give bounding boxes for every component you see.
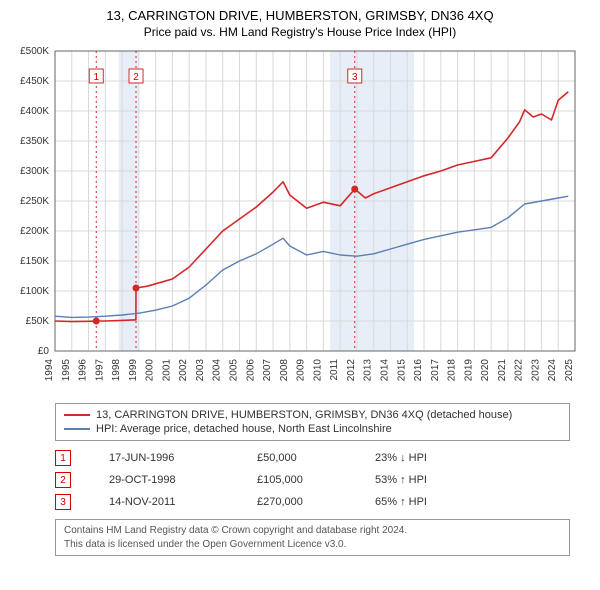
svg-text:2006: 2006 (245, 359, 256, 382)
svg-text:1997: 1997 (94, 359, 105, 382)
sales-table: 1 17-JUN-1996 £50,000 23% ↓ HPI 2 29-OCT… (55, 447, 570, 513)
svg-text:2002: 2002 (178, 359, 189, 382)
svg-text:£150K: £150K (20, 256, 49, 267)
svg-text:1998: 1998 (111, 359, 122, 382)
svg-text:£300K: £300K (20, 166, 49, 177)
svg-text:£350K: £350K (20, 136, 49, 147)
sale-price: £105,000 (257, 474, 337, 486)
chart-container: 13, CARRINGTON DRIVE, HUMBERSTON, GRIMSB… (0, 0, 600, 562)
svg-text:2005: 2005 (229, 359, 240, 382)
sale-price: £270,000 (257, 496, 337, 508)
title-address: 13, CARRINGTON DRIVE, HUMBERSTON, GRIMSB… (10, 8, 590, 23)
svg-text:2024: 2024 (547, 359, 558, 382)
svg-text:2008: 2008 (279, 359, 290, 382)
svg-text:2: 2 (133, 72, 139, 83)
svg-text:2000: 2000 (145, 359, 156, 382)
svg-text:2004: 2004 (212, 359, 223, 382)
svg-text:2009: 2009 (296, 359, 307, 382)
sale-diff: 23% ↓ HPI (375, 452, 485, 464)
license-line: This data is licensed under the Open Gov… (64, 538, 561, 552)
svg-text:2013: 2013 (363, 359, 374, 382)
svg-text:2003: 2003 (195, 359, 206, 382)
legend-swatch-hpi (64, 428, 90, 430)
legend-row: 13, CARRINGTON DRIVE, HUMBERSTON, GRIMSB… (64, 408, 561, 422)
svg-text:1999: 1999 (128, 359, 139, 382)
svg-text:2012: 2012 (346, 359, 357, 382)
svg-text:£250K: £250K (20, 196, 49, 207)
legend-swatch-property (64, 414, 90, 416)
sale-marker-icon: 1 (55, 450, 71, 466)
svg-text:2007: 2007 (262, 359, 273, 382)
svg-text:2001: 2001 (161, 359, 172, 382)
sale-price: £50,000 (257, 452, 337, 464)
svg-text:£400K: £400K (20, 106, 49, 117)
svg-text:2020: 2020 (480, 359, 491, 382)
svg-text:2019: 2019 (463, 359, 474, 382)
sale-marker-icon: 2 (55, 472, 71, 488)
svg-text:2010: 2010 (312, 359, 323, 382)
license-line: Contains HM Land Registry data © Crown c… (64, 524, 561, 538)
svg-text:£0: £0 (38, 346, 50, 357)
svg-text:1: 1 (93, 72, 99, 83)
svg-text:3: 3 (352, 72, 358, 83)
legend: 13, CARRINGTON DRIVE, HUMBERSTON, GRIMSB… (55, 403, 570, 441)
svg-text:2021: 2021 (497, 359, 508, 382)
svg-text:1994: 1994 (44, 359, 55, 382)
svg-text:£50K: £50K (26, 316, 50, 327)
svg-text:£450K: £450K (20, 76, 49, 87)
svg-text:2022: 2022 (514, 359, 525, 382)
svg-text:£500K: £500K (20, 46, 49, 57)
svg-text:2015: 2015 (396, 359, 407, 382)
legend-label: HPI: Average price, detached house, Nort… (96, 423, 392, 435)
title-subtitle: Price paid vs. HM Land Registry's House … (10, 25, 590, 39)
svg-text:£200K: £200K (20, 226, 49, 237)
svg-text:2018: 2018 (447, 359, 458, 382)
chart-svg: £0 £50K £100K £150K £200K £250K £300K £350K £400… (10, 45, 590, 395)
legend-label: 13, CARRINGTON DRIVE, HUMBERSTON, GRIMSB… (96, 409, 512, 421)
chart-area: £0 £50K £100K £150K £200K £250K £300K £350K £400… (10, 45, 590, 395)
sale-row: 2 29-OCT-1998 £105,000 53% ↑ HPI (55, 469, 570, 491)
svg-text:2025: 2025 (564, 359, 575, 382)
sale-date: 29-OCT-1998 (109, 474, 219, 486)
svg-text:2023: 2023 (530, 359, 541, 382)
sale-diff: 53% ↑ HPI (375, 474, 485, 486)
sale-diff: 65% ↑ HPI (375, 496, 485, 508)
svg-text:1995: 1995 (61, 359, 72, 382)
svg-text:2014: 2014 (379, 359, 390, 382)
svg-text:2017: 2017 (430, 359, 441, 382)
svg-text:1996: 1996 (78, 359, 89, 382)
svg-text:2011: 2011 (329, 359, 340, 381)
sale-row: 3 14-NOV-2011 £270,000 65% ↑ HPI (55, 491, 570, 513)
sale-date: 17-JUN-1996 (109, 452, 219, 464)
sale-marker-icon: 3 (55, 494, 71, 510)
sale-row: 1 17-JUN-1996 £50,000 23% ↓ HPI (55, 447, 570, 469)
svg-text:£100K: £100K (20, 286, 49, 297)
license-notice: Contains HM Land Registry data © Crown c… (55, 519, 570, 556)
legend-row: HPI: Average price, detached house, Nort… (64, 422, 561, 436)
sale-date: 14-NOV-2011 (109, 496, 219, 508)
svg-text:2016: 2016 (413, 359, 424, 382)
